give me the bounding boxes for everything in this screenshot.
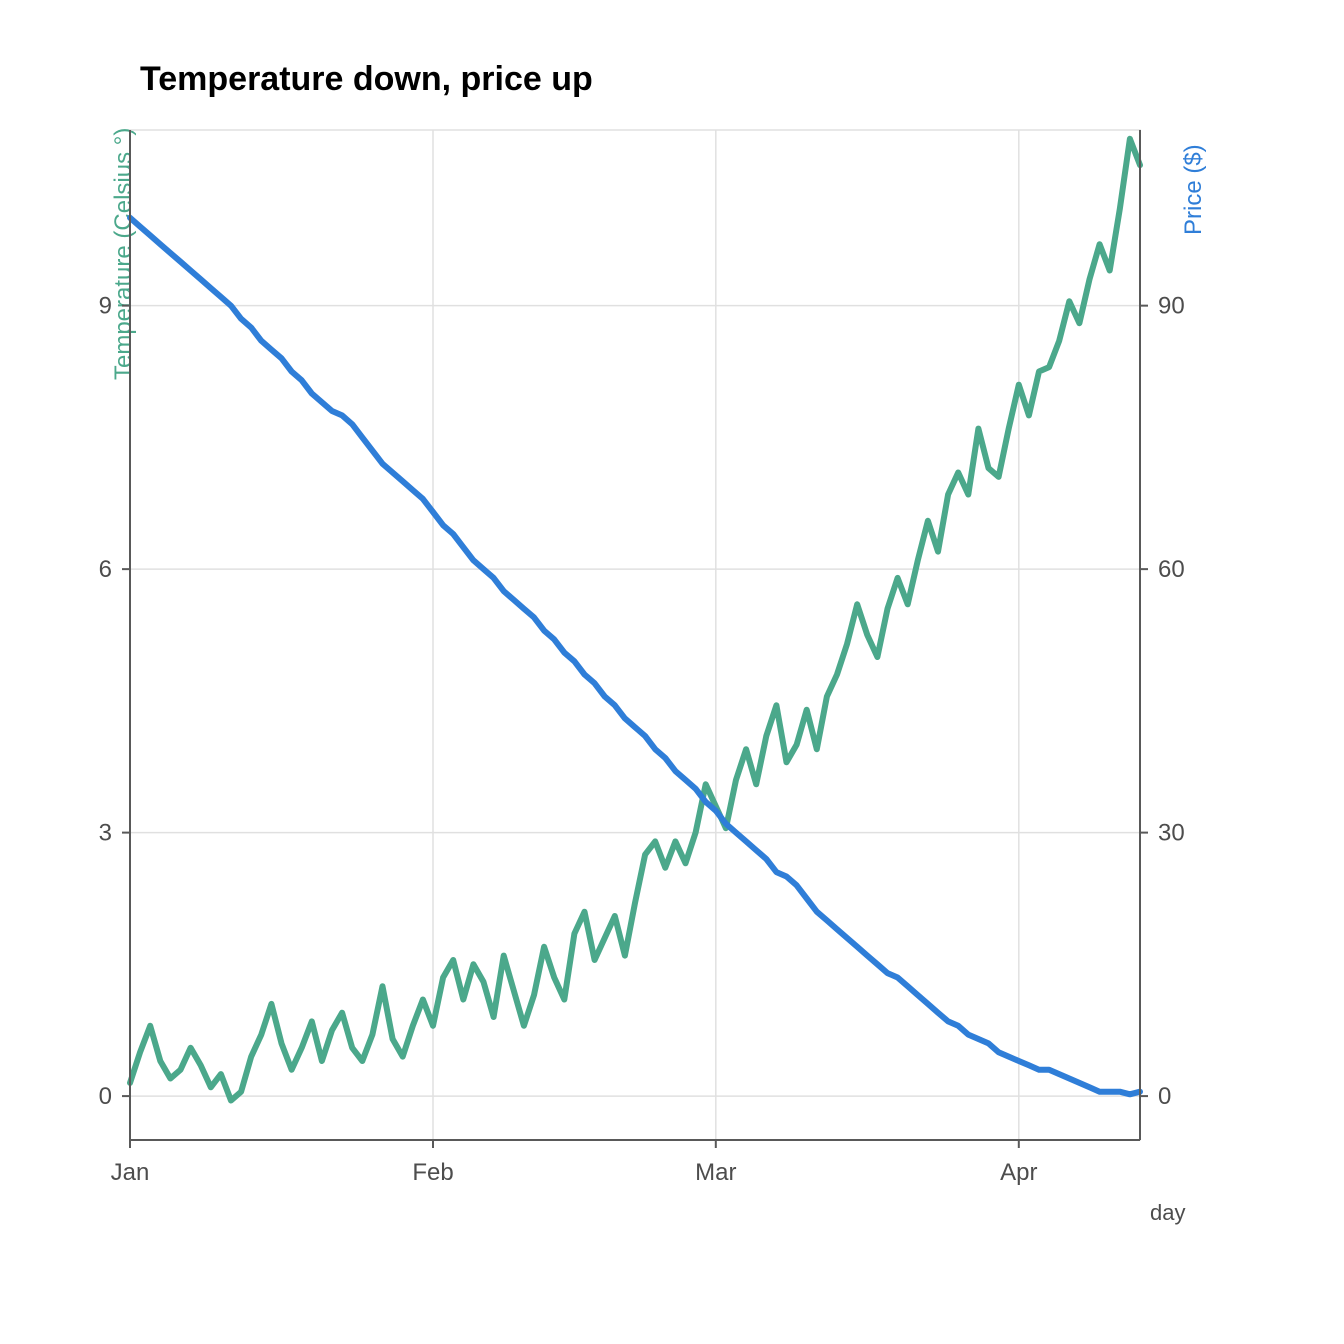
series-price bbox=[130, 218, 1140, 1095]
y2-tick-label: 0 bbox=[1158, 1083, 1171, 1110]
y2-axis-label: Price ($) bbox=[1180, 144, 1208, 235]
y2-tick-label: 90 bbox=[1158, 293, 1185, 320]
chart-title: Temperature down, price up bbox=[140, 60, 593, 99]
y1-tick-label: 3 bbox=[99, 820, 112, 847]
chart-container: Temperature down, price up Temperature (… bbox=[0, 0, 1344, 1344]
x-tick-label: Mar bbox=[695, 1159, 736, 1186]
series-temperature bbox=[130, 139, 1140, 1101]
x-tick-label: Apr bbox=[1000, 1159, 1037, 1186]
x-axis-label: day bbox=[1150, 1200, 1185, 1226]
x-tick-label: Feb bbox=[412, 1159, 453, 1186]
y1-tick-label: 6 bbox=[99, 556, 112, 583]
x-tick-label: Jan bbox=[111, 1159, 150, 1186]
y2-tick-label: 30 bbox=[1158, 820, 1185, 847]
plot-area: JanFebMarApr03690306090 bbox=[130, 130, 1140, 1140]
y1-tick-label: 0 bbox=[99, 1083, 112, 1110]
y2-tick-label: 60 bbox=[1158, 556, 1185, 583]
grid bbox=[130, 130, 1140, 1140]
y1-tick-label: 9 bbox=[99, 293, 112, 320]
